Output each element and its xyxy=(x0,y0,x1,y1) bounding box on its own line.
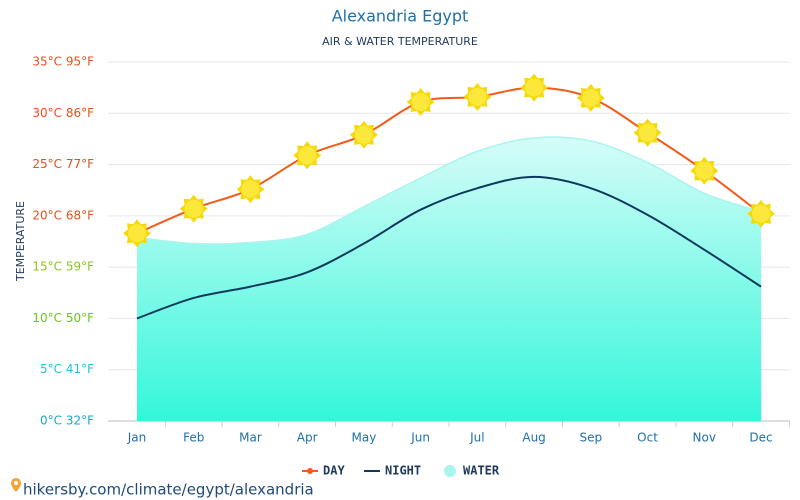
legend-dot xyxy=(307,468,313,474)
sun-core xyxy=(128,224,146,243)
x-tick-label: Dec xyxy=(749,431,772,445)
footer: hikersby.com/climate/egypt/alexandria xyxy=(11,478,314,499)
sun-marker xyxy=(123,219,151,248)
sun-marker xyxy=(179,194,208,223)
x-tick-label: Jan xyxy=(127,431,147,445)
x-tick-label: Jun xyxy=(410,431,430,445)
y-axis-title: TEMPERATURE xyxy=(14,201,27,282)
legend-label: NIGHT xyxy=(385,464,421,478)
legend-swatch xyxy=(444,465,456,477)
x-tick-label: Nov xyxy=(693,431,716,445)
sun-core xyxy=(354,125,373,144)
chart-title: Alexandria Egypt xyxy=(332,7,469,26)
x-tick-label: Mar xyxy=(239,431,262,445)
sun-marker xyxy=(406,88,435,116)
sun-marker xyxy=(690,156,719,185)
sun-core xyxy=(184,199,203,218)
sun-marker xyxy=(293,141,322,170)
y-tick-label: 10°C 50°F xyxy=(32,311,94,325)
y-tick-label: 20°C 68°F xyxy=(32,208,94,222)
sun-core xyxy=(638,123,657,142)
sun-core xyxy=(581,88,600,107)
sun-marker xyxy=(349,120,378,149)
x-tick-label: Apr xyxy=(297,431,318,445)
sun-marker xyxy=(747,199,775,228)
sun-core xyxy=(468,87,487,106)
water-area xyxy=(137,137,761,421)
x-tick-label: Oct xyxy=(637,431,658,445)
y-tick-label: 15°C 59°F xyxy=(32,260,94,274)
x-tick-label: Jul xyxy=(469,431,484,445)
y-tick-label: 5°C 41°F xyxy=(40,362,94,376)
sun-marker xyxy=(633,118,662,147)
water-line xyxy=(136,136,762,245)
legend-label: WATER xyxy=(463,464,500,478)
sun-marker xyxy=(236,175,265,204)
sun-core xyxy=(411,93,430,112)
footer-link[interactable]: hikersby.com/climate/egypt/alexandria xyxy=(23,481,314,499)
y-tick-label: 35°C 95°F xyxy=(32,55,94,69)
chart-subtitle: AIR & WATER TEMPERATURE xyxy=(322,35,478,48)
sun-core xyxy=(752,204,770,223)
sun-core xyxy=(241,180,260,199)
sun-marker xyxy=(520,73,549,102)
sun-core xyxy=(525,78,544,97)
x-tick-label: Feb xyxy=(183,431,204,445)
x-tick-label: Aug xyxy=(522,431,545,445)
x-tick-label: May xyxy=(352,431,377,445)
legend-label: DAY xyxy=(323,464,345,478)
night-line xyxy=(136,175,762,320)
sun-marker xyxy=(463,82,492,111)
y-tick-label: 25°C 77°F xyxy=(32,157,94,171)
y-tick-label: 0°C 32°F xyxy=(40,414,94,428)
sun-core xyxy=(695,161,714,180)
y-tick-label: 30°C 86°F xyxy=(32,106,94,120)
pin-dot xyxy=(14,481,18,485)
sun-core xyxy=(298,146,317,165)
sun-marker xyxy=(576,83,605,112)
x-tick-label: Sep xyxy=(580,431,603,445)
